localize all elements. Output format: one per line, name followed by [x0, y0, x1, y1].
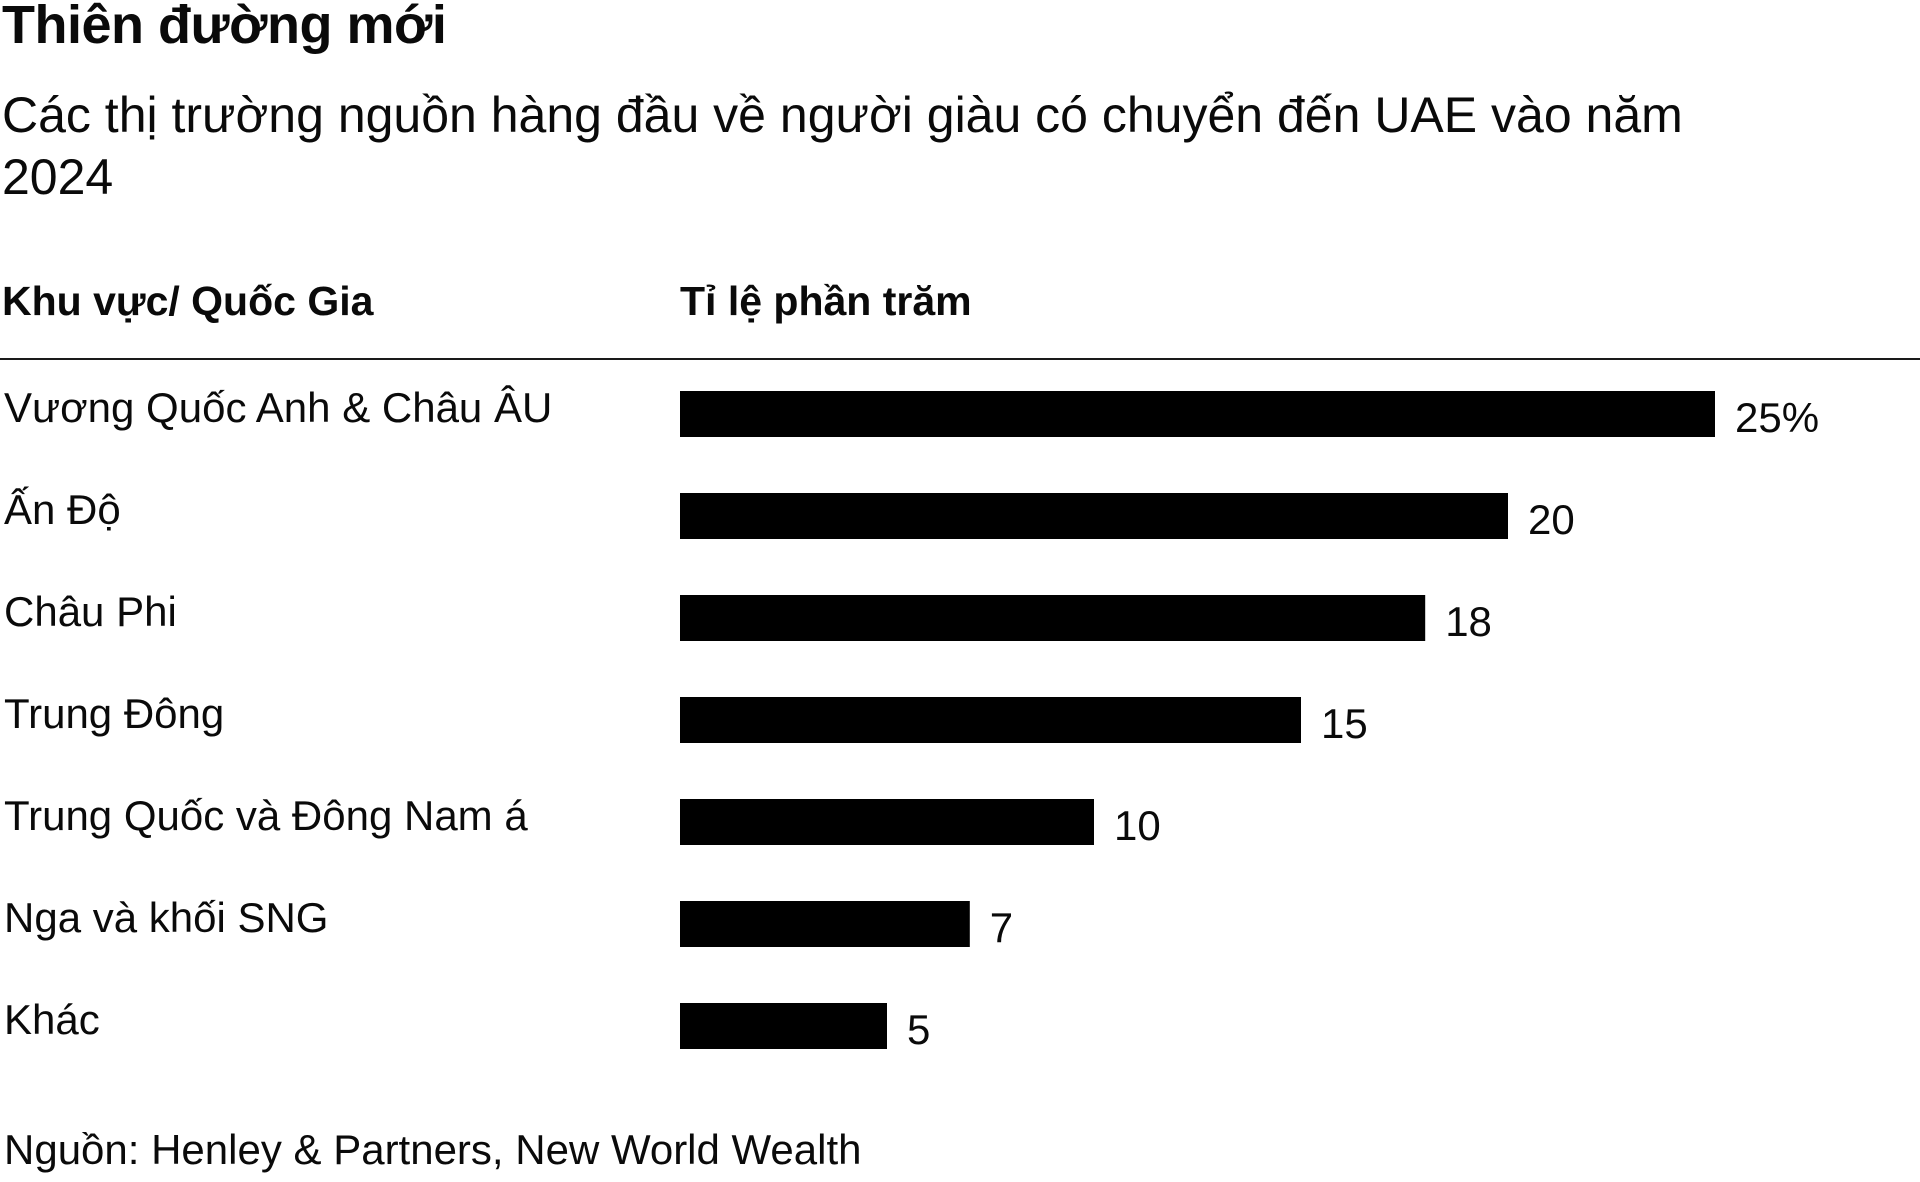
- category-label: Trung Đông: [4, 690, 224, 737]
- bar: [680, 1003, 887, 1049]
- bar-chart: Vương Quốc Anh & Châu ÂU 25% Ấn Độ 20 Châu P…: [4, 384, 1819, 1053]
- bar: [680, 391, 1715, 437]
- value-label: 5: [907, 1006, 930, 1053]
- column-header-percent: Tỉ lệ phần trăm: [680, 278, 972, 324]
- category-label: Khác: [4, 996, 100, 1043]
- category-label: Nga và khối SNG: [4, 894, 328, 941]
- source-note: Nguồn: Henley & Partners, New World Weal…: [4, 1126, 862, 1173]
- header-divider: [0, 358, 1920, 360]
- value-label: 25%: [1735, 394, 1819, 441]
- bar: [680, 799, 1094, 845]
- bar: [680, 493, 1508, 539]
- bar: [680, 901, 970, 947]
- value-label: 20: [1528, 496, 1575, 543]
- value-label: 7: [990, 904, 1013, 951]
- bar: [680, 595, 1426, 641]
- chart-title: Thiên đường mới: [2, 0, 447, 55]
- value-label: 18: [1445, 598, 1492, 645]
- category-label: Trung Quốc và Đông Nam á: [4, 792, 528, 839]
- category-label: Vương Quốc Anh & Châu ÂU: [4, 384, 552, 431]
- category-label: Ấn Độ: [4, 486, 121, 533]
- value-label: 15: [1321, 700, 1368, 747]
- bar: [680, 697, 1301, 743]
- column-header-region: Khu vực/ Quốc Gia: [2, 278, 374, 324]
- category-label: Châu Phi: [4, 588, 177, 635]
- chart-subtitle: Các thị trường nguồn hàng đầu về người g…: [2, 87, 1683, 205]
- value-label: 10: [1114, 802, 1161, 849]
